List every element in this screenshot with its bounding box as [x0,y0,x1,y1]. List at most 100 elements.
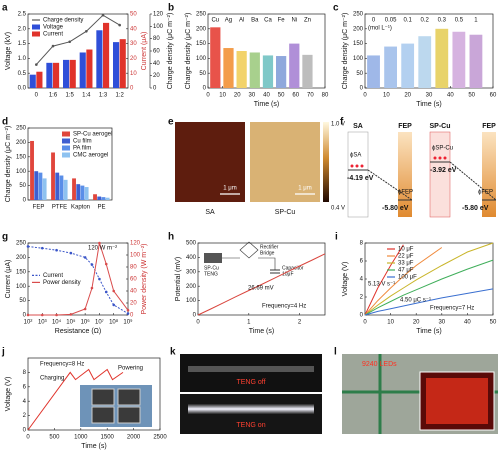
y-tick-label: 250 [16,126,27,132]
teng-symbol [204,253,222,263]
annotation: 4.50 μC s⁻¹ [400,298,431,304]
data-point [98,241,101,245]
data-line [364,242,494,316]
y2-tick-label: 40 [130,289,137,295]
legend-label: CMC aerogel [73,153,108,159]
panel-letter: e [168,117,174,128]
category-label: Fe [278,18,286,24]
bar [76,184,81,200]
y2-tick-label: 80 [130,265,137,271]
lamp-on [188,404,314,414]
bar [384,46,397,88]
data-line [364,288,494,316]
y-tick-label: 250 [196,12,207,18]
bar [101,197,106,200]
y2-tick-label: 0 [130,313,134,319]
legend-label: 47 μF [398,268,414,274]
y-tick-label: 300 [186,269,197,275]
photo-object [117,406,141,424]
bar [96,30,103,89]
y2-tick-label: 60 [130,277,137,283]
data-line [364,259,494,316]
bar [210,27,221,88]
y-tick-label: 6 [23,384,27,390]
y-axis-title: Potential (mV) [175,257,182,301]
y-tick-label: 0 [23,198,27,204]
annotation: Powering [118,366,143,372]
y-tick-label: 150 [353,41,364,47]
plot-frame [197,242,326,316]
bar [55,172,60,200]
data-point [40,246,44,250]
photo-off [180,354,322,392]
circuit-inset: Rectifier Bridge SP-Cu TENG Capacitor 10… [204,241,304,277]
data-point [85,29,88,33]
x-tick-label: 10³ [38,320,47,326]
bar [30,140,34,200]
bar [63,179,68,200]
category-label: 0 [372,18,376,24]
circuit-label: Bridge [260,250,275,256]
bar [401,43,415,88]
data-point [55,313,58,317]
data-point [51,44,55,48]
x-axis-title: Resistance (Ω) [55,328,101,335]
y-axis-title: Voltage (kV) [5,32,12,70]
x-tick-label: PTFE [52,205,67,211]
panel-letter: b [168,3,174,14]
fep-block [398,132,412,217]
image-label: SP-Cu [275,209,296,216]
photo-caption: TENG on [236,422,265,429]
x-tick-label: 40 [447,93,454,99]
x-tick-label: 50 [490,320,497,326]
bar [418,36,432,88]
bar [276,56,287,88]
legend-swatch [62,145,70,151]
y-tick-label: 50 [19,183,26,189]
bar [79,52,86,88]
y-tick-label: 4 [360,277,364,283]
panel-letter: c [333,3,339,14]
data-point [104,262,108,266]
x-tick-label: 30 [249,93,256,99]
panel-letter: k [170,347,176,358]
category-label: 0.5 [455,18,464,24]
x-axis-title: Time (s) [416,328,441,335]
y-tick-label: 0 [193,313,197,319]
photo-object [91,406,115,424]
y-tick-label: 2 [360,295,364,301]
transfer-arrow [449,161,497,201]
bar [86,49,93,88]
x-tick-label: 1:5 [65,93,74,99]
annotation: Frequency=8 Hz [40,362,84,368]
y-tick-label: 50 [199,71,206,77]
x-tick-label: 10⁷ [95,319,104,326]
lamp-off [188,366,314,372]
colorbar [323,122,329,202]
bar [80,185,85,200]
y2-axis-title: Current (μA) [141,32,148,71]
x-tick-label: 2000 [127,435,141,441]
y-tick-label: 0 [23,313,27,319]
data-point [69,313,73,316]
y-axis-title: Charge density (μC m⁻²) [342,13,349,90]
bar [302,54,313,88]
bar [46,62,53,88]
image-sa [175,122,245,202]
electron [350,164,354,168]
x-tick-label: 60 [292,93,299,99]
y-axis-title: Charge density (μC m⁻²) [185,13,192,90]
data-point [98,277,101,281]
data-point [55,248,58,252]
y-tick-label: 0.5 [18,71,27,77]
data-point [101,13,105,17]
y-tick-label: 2 [23,413,27,419]
y-tick-label: 200 [196,26,207,32]
x-tick-label: 500 [49,435,60,441]
data-point [126,308,130,312]
legend-label: PA film [73,146,91,152]
data-point [126,312,130,315]
y-tick-label: 50 [356,71,363,77]
legend-swatch [32,24,40,30]
